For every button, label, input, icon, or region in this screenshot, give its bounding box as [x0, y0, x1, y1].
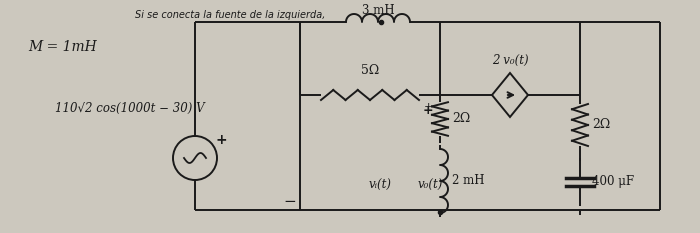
- Text: 3 mH: 3 mH: [362, 4, 394, 17]
- Text: 5Ω: 5Ω: [361, 64, 379, 77]
- Text: M = 1mH: M = 1mH: [28, 40, 97, 54]
- Text: −: −: [284, 195, 296, 209]
- Text: +: +: [423, 104, 433, 117]
- Text: +: +: [215, 133, 227, 147]
- Text: 2Ω: 2Ω: [452, 113, 470, 126]
- Text: 110√2 cos(1000t − 30) V: 110√2 cos(1000t − 30) V: [55, 102, 204, 114]
- Text: 2 v₀(t): 2 v₀(t): [491, 54, 528, 67]
- Text: Si se conecta la fuente de la izquierda,: Si se conecta la fuente de la izquierda,: [135, 10, 326, 20]
- Text: v₀(t): v₀(t): [417, 179, 442, 192]
- Text: vᵢ(t): vᵢ(t): [368, 179, 391, 192]
- Text: 2Ω: 2Ω: [592, 119, 610, 131]
- Text: +: +: [424, 102, 433, 112]
- Text: 400 μF: 400 μF: [592, 175, 634, 188]
- Text: 2 mH: 2 mH: [452, 175, 484, 188]
